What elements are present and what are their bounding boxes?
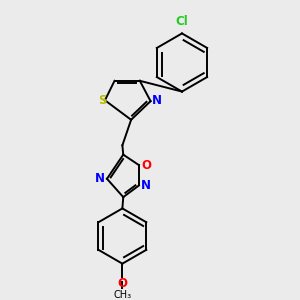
Text: O: O [141, 159, 151, 172]
Text: N: N [95, 172, 105, 185]
Text: Cl: Cl [176, 15, 188, 28]
Text: O: O [117, 277, 128, 290]
Text: N: N [141, 179, 151, 192]
Text: CH₃: CH₃ [114, 290, 132, 300]
Text: N: N [152, 94, 162, 107]
Text: S: S [98, 94, 106, 107]
